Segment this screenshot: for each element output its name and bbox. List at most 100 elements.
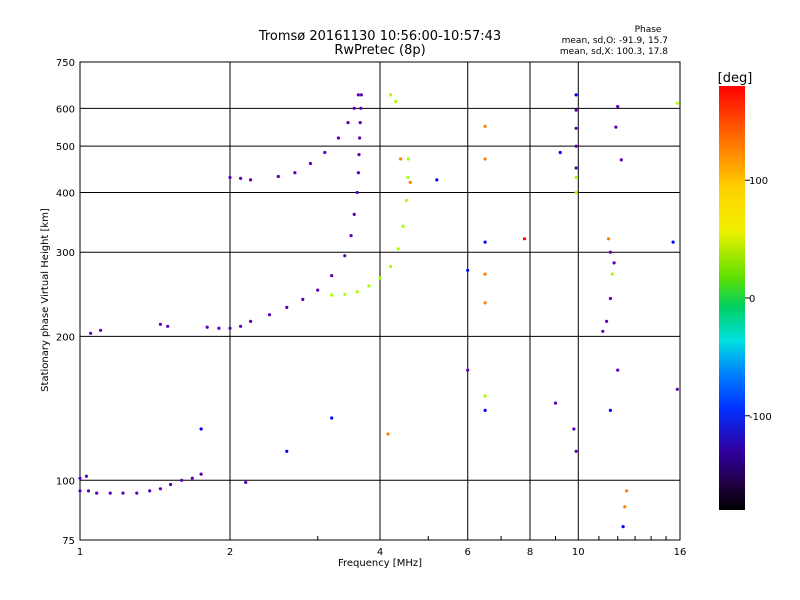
- series-group: [78, 472, 203, 495]
- data-point: [86, 489, 91, 493]
- data-point: [89, 331, 93, 335]
- data-point: [301, 297, 305, 301]
- data-point: [352, 212, 356, 216]
- data-point: [308, 161, 312, 166]
- y-tick-label: 600: [56, 104, 75, 115]
- data-point: [389, 264, 393, 269]
- data-points: [78, 93, 679, 529]
- data-point: [612, 261, 616, 265]
- data-point: [343, 292, 347, 296]
- y-tick-label: 500: [56, 142, 75, 153]
- grid-lines: [80, 62, 680, 540]
- stats-x-mode: mean, sd,X: 100.3, 17.8: [560, 47, 668, 57]
- data-point: [358, 121, 362, 125]
- data-point: [346, 121, 350, 125]
- data-point: [401, 224, 405, 228]
- data-point: [621, 525, 625, 529]
- data-point: [356, 171, 360, 175]
- data-point: [199, 472, 203, 476]
- data-point: [404, 198, 408, 202]
- data-point: [239, 324, 243, 328]
- chart-title: Tromsø 20161130 10:56:00-10:57:43: [258, 29, 501, 44]
- data-point: [408, 180, 412, 184]
- data-point: [435, 178, 439, 182]
- data-point: [616, 105, 620, 109]
- data-point: [675, 101, 679, 105]
- data-point: [228, 175, 232, 180]
- data-point: [558, 150, 562, 155]
- data-point: [483, 408, 487, 412]
- data-point: [601, 329, 605, 333]
- y-tick-label: 100: [56, 476, 75, 487]
- data-point: [78, 489, 82, 493]
- data-point: [228, 326, 232, 330]
- y-tick-label: 200: [56, 332, 75, 343]
- data-point: [99, 328, 103, 332]
- data-point: [330, 416, 334, 420]
- data-point: [358, 136, 362, 140]
- data-point: [406, 157, 410, 161]
- data-point: [108, 491, 112, 495]
- data-point: [378, 276, 382, 280]
- data-point: [135, 491, 139, 495]
- data-point: [483, 124, 487, 128]
- data-point: [169, 482, 173, 487]
- series-group: [330, 157, 410, 297]
- data-point: [78, 476, 82, 480]
- data-point: [158, 322, 162, 326]
- data-point: [574, 166, 578, 170]
- data-point: [84, 474, 88, 478]
- data-point: [336, 136, 340, 140]
- data-point: [483, 272, 487, 276]
- data-point: [574, 126, 578, 130]
- data-point: [239, 176, 243, 180]
- data-point: [330, 293, 334, 297]
- data-point: [217, 326, 221, 330]
- data-point: [396, 247, 400, 251]
- y-tick-label: 750: [56, 58, 75, 69]
- data-point: [357, 153, 361, 157]
- data-point: [572, 427, 576, 431]
- data-point: [367, 284, 371, 288]
- data-point: [249, 319, 253, 323]
- data-point: [148, 489, 152, 493]
- data-point: [619, 158, 623, 162]
- data-point: [267, 313, 272, 317]
- x-tick-label: 2: [227, 547, 233, 558]
- data-point: [285, 449, 289, 453]
- x-tick-label: 8: [527, 547, 533, 558]
- colorbar-tick-label: 0: [749, 294, 755, 305]
- stats-o-mode: mean, sd,O: -91.9, 15.7: [562, 36, 668, 46]
- series-group: [89, 93, 363, 335]
- data-point: [190, 476, 194, 480]
- data-point: [610, 272, 614, 276]
- data-point: [180, 478, 184, 482]
- data-point: [466, 368, 470, 372]
- data-point: [483, 240, 487, 244]
- colorbar-ticks: 100 0 -100: [745, 176, 772, 423]
- data-point: [349, 234, 353, 238]
- y-tick-label: 75: [62, 536, 75, 547]
- data-point: [359, 106, 363, 110]
- series-group: [228, 93, 360, 182]
- data-point: [574, 449, 578, 453]
- data-point: [522, 237, 527, 241]
- data-point: [608, 408, 613, 412]
- data-point: [608, 296, 613, 301]
- y-axis-label: Stationary phase Virtual Height [km]: [40, 208, 51, 392]
- data-point: [623, 505, 627, 509]
- y-tick-label: 300: [56, 248, 75, 259]
- data-point: [466, 268, 470, 272]
- data-point: [355, 290, 359, 294]
- data-point: [389, 93, 393, 97]
- data-point: [605, 319, 609, 323]
- data-point: [166, 324, 170, 328]
- data-point: [614, 125, 618, 129]
- data-point: [356, 93, 360, 97]
- data-point: [276, 174, 280, 179]
- data-point: [625, 489, 629, 493]
- data-point: [406, 175, 410, 180]
- data-point: [285, 305, 289, 309]
- stats-title: Phase: [635, 25, 662, 35]
